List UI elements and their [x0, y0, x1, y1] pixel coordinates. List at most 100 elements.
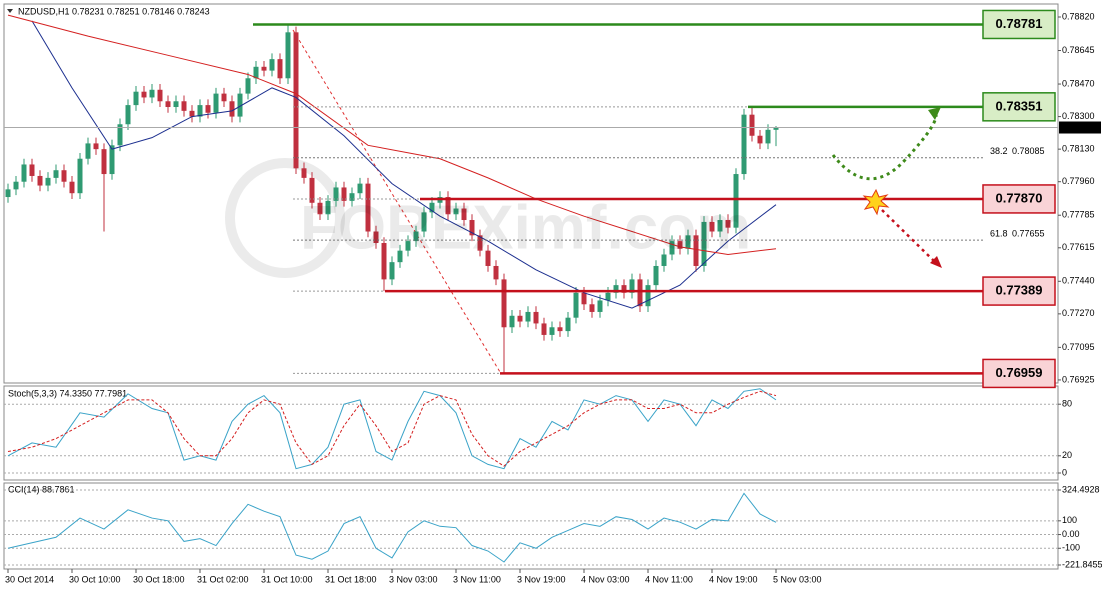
candle-body — [133, 91, 139, 106]
candle-body — [501, 279, 507, 328]
y-tick-label: 0.77095 — [1062, 342, 1095, 352]
x-tick-label: 4 Nov 11:00 — [645, 574, 693, 584]
candle-body — [765, 129, 771, 144]
level-label: 0.78351 — [996, 98, 1043, 113]
level-box — [982, 92, 1056, 122]
y-tick-label: -100 — [1062, 543, 1080, 553]
main-panel — [3, 3, 1059, 384]
candle-body — [517, 315, 523, 322]
candle-body — [189, 110, 195, 117]
candle-body — [653, 265, 659, 286]
candle-body — [181, 101, 187, 111]
candle-body — [685, 235, 691, 249]
current-price-label: 0.78243 — [1062, 122, 1095, 132]
candle-body — [613, 285, 619, 293]
y-tick-label: 324.4928 — [1062, 484, 1100, 494]
candle-body — [677, 241, 683, 249]
candle-body — [709, 221, 715, 232]
candle-body — [621, 285, 627, 293]
indicator-line — [7, 390, 777, 467]
fib-level: 61.8 — [990, 228, 1008, 238]
candle-body — [773, 127, 779, 130]
candle-body — [309, 177, 315, 203]
candle-body — [573, 292, 579, 318]
candle-body — [277, 59, 283, 79]
candle-body — [533, 311, 539, 324]
level-label: 0.77870 — [996, 190, 1043, 205]
watermark: FOREXimf.com — [300, 193, 751, 262]
candle-body — [741, 114, 747, 175]
bullish-arrow — [831, 111, 938, 181]
candle-body — [421, 212, 427, 232]
candle-body — [197, 105, 203, 117]
candle-body — [325, 200, 331, 215]
y-tick-label: 80 — [1062, 399, 1072, 409]
menu-triangle[interactable] — [7, 9, 13, 13]
y-tick-label: 0.77440 — [1062, 276, 1095, 286]
candle-body — [37, 175, 43, 186]
candle-body — [717, 220, 723, 232]
candle-body — [261, 66, 267, 71]
candle-body — [245, 78, 251, 94]
y-tick-label: 0.78820 — [1062, 11, 1095, 21]
panel-title: NZDUSD,H1 0.78231 0.78251 0.78146 0.7824… — [18, 6, 210, 16]
candle-body — [117, 124, 123, 146]
candle-body — [485, 250, 491, 266]
candle-body — [413, 231, 419, 242]
y-tick-label: 0.78470 — [1062, 78, 1095, 88]
y-tick-label: 0.78130 — [1062, 144, 1095, 154]
x-tick-label: 4 Nov 03:00 — [581, 574, 630, 584]
level-box — [982, 184, 1056, 214]
candle-body — [461, 208, 467, 221]
candle-body — [229, 101, 235, 117]
candle-body — [149, 89, 155, 98]
candle-body — [365, 183, 371, 232]
candle-body — [669, 241, 675, 255]
fib-trend-line — [292, 29, 501, 373]
y-tick-label: 100 — [1062, 515, 1077, 525]
bullish-arrowhead — [928, 107, 941, 120]
y-tick-label: 0.00 — [1062, 529, 1080, 539]
candle-body — [341, 187, 347, 201]
candle-body — [285, 32, 291, 79]
candle-body — [173, 101, 179, 108]
candle-body — [109, 145, 115, 175]
breakout-star — [862, 188, 890, 216]
y-tick-label: 0.78645 — [1062, 45, 1095, 55]
candle-body — [757, 135, 763, 144]
candle-body — [661, 254, 667, 266]
y-tick-label: 0.78300 — [1062, 111, 1095, 121]
candle-body — [405, 241, 411, 251]
candle-body — [629, 279, 635, 293]
x-tick-label: 30 Oct 2014 — [5, 574, 54, 584]
candle-body — [645, 285, 651, 307]
x-tick-label: 4 Nov 19:00 — [709, 574, 758, 584]
y-tick-label: 0.77615 — [1062, 242, 1095, 252]
level-box — [982, 358, 1056, 389]
candle-body — [541, 323, 547, 335]
candle-body — [373, 231, 379, 243]
cci-panel — [3, 482, 1059, 570]
candle-body — [733, 174, 739, 228]
candle-body — [389, 262, 395, 280]
candle-body — [493, 265, 499, 280]
level-label: 0.78781 — [996, 16, 1043, 31]
bearish-arrowhead — [930, 256, 942, 268]
candle-body — [293, 32, 299, 169]
y-tick-label: -221.8455 — [1062, 559, 1102, 569]
candle-body — [45, 177, 51, 186]
x-tick-label: 3 Nov 03:00 — [389, 574, 438, 584]
candle-body — [125, 105, 131, 125]
candle-body — [333, 187, 339, 201]
candle-body — [253, 66, 259, 79]
candle-body — [357, 183, 363, 194]
level-label: 0.77389 — [996, 283, 1043, 298]
candle-body — [605, 292, 611, 301]
candle-body — [221, 93, 227, 102]
candle-body — [205, 105, 211, 113]
bearish-arrow — [881, 209, 936, 263]
level-label: 0.76959 — [996, 365, 1043, 380]
fib-level: 38.2 — [990, 146, 1008, 156]
